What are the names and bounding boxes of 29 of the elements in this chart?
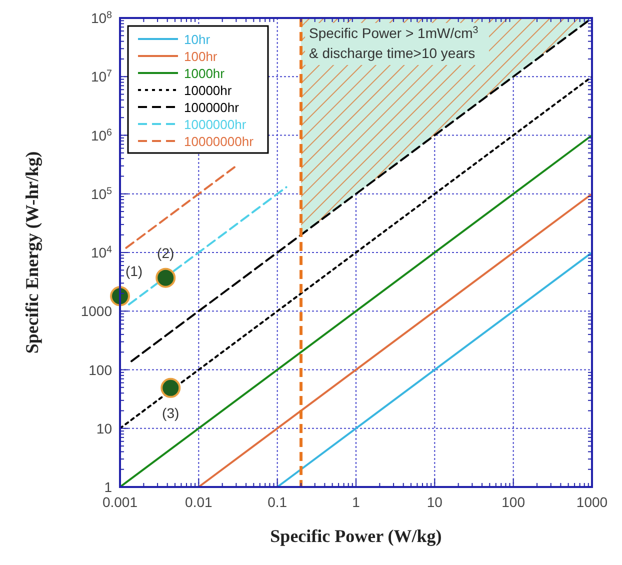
legend-label: 10hr [184,32,211,47]
x-tick-label: 1 [352,494,360,510]
y-tick-label: 10$^{7}$ [90,68,112,85]
annotation: (3) [162,404,180,421]
annotation: (1) [125,263,143,280]
legend-label: 10000000hr [184,134,254,149]
y-tick-label: 10$^{5}$ [90,185,113,202]
y-tick-label: 10$^{4}$ [90,244,113,260]
x-tick-label: 1000 [576,494,608,510]
x-axis-title: Specific Power (W/kg) [270,526,442,546]
legend-label: 100hr [184,49,218,64]
x-tick-label: 100 [502,494,526,510]
y-tick-label: 1000 [80,303,112,320]
x-tick-label: 0.01 [185,494,213,510]
x-tick-label: 0.001 [102,494,138,510]
annotation: (2) [157,244,174,261]
y-axis-title: Specific Energy (W-hr/kg) [22,151,42,354]
x-tick-label: 0.1 [268,494,288,510]
y-tick-label: 100 [88,362,112,378]
band-label: Specific Power > 1mW/cm$^{3}$ & discharge time>10 years [309,24,479,61]
legend-label: 10000hr [184,83,232,98]
legend-label: 100000hr [184,100,240,115]
y-tick-label: 10$^{8}$ [90,10,113,26]
legend-label: 1000hr [184,66,226,81]
y-tick-label: 10 [96,420,112,436]
x-tick-label: 10 [426,494,443,510]
legend-label: 1000000hr [184,117,247,132]
y-tick-label: 10$^{6}$ [90,126,113,144]
y-tick-label: 1 [104,479,112,495]
